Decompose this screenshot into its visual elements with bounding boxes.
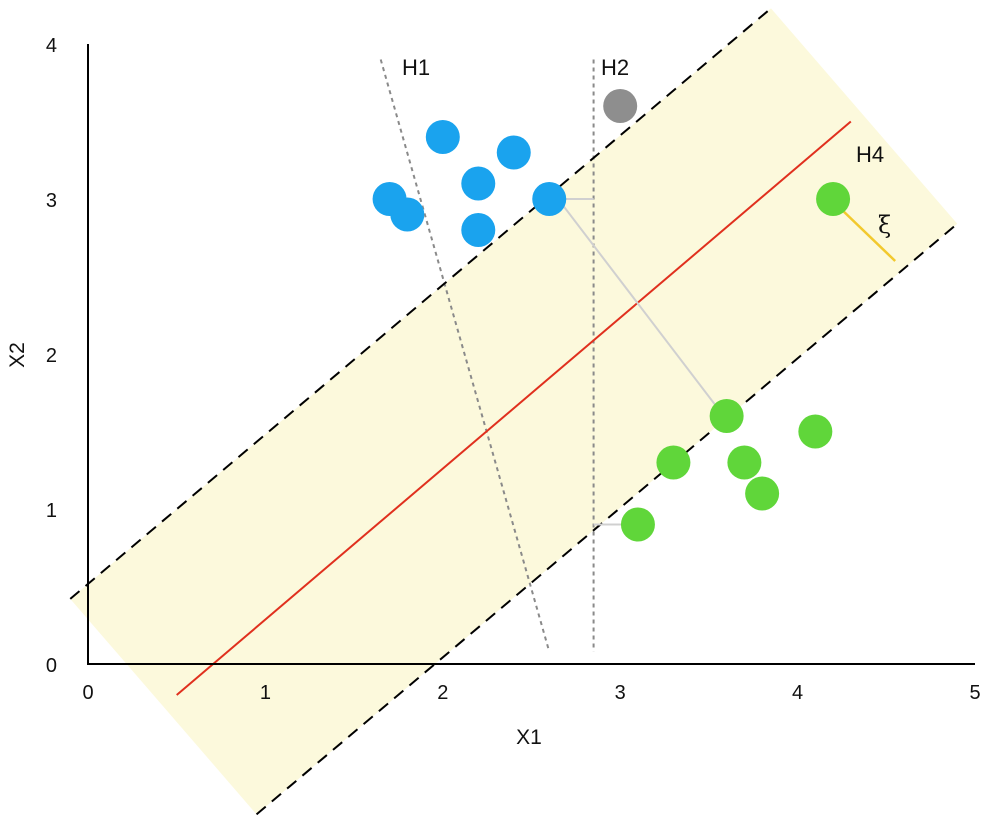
h1-line (379, 59, 551, 652)
point-b-4 (727, 445, 762, 480)
x-tick-label: 1 (260, 682, 271, 704)
x-tick-label: 3 (615, 682, 626, 704)
point-a-6 (461, 213, 496, 247)
point-b-3 (656, 445, 691, 480)
point-a-5 (532, 182, 567, 216)
y-tick-label: 0 (46, 655, 57, 677)
h4-line (176, 120, 852, 696)
point-b-6 (620, 507, 655, 542)
margin-lower-line (255, 223, 958, 816)
x-tick-label: 4 (792, 682, 803, 704)
slack-label: ξ (878, 211, 891, 239)
point-b-5 (745, 476, 780, 511)
y-tick-label: 4 (46, 35, 57, 57)
x-tick-label: 5 (969, 682, 980, 704)
slack-segment (841, 208, 897, 262)
y-axis-label: X2 (6, 342, 29, 368)
h4-label: H4 (856, 142, 884, 167)
point-a-4 (390, 197, 425, 232)
x-tick-label: 2 (437, 682, 448, 704)
point-b-2 (798, 414, 833, 449)
y-tick-label: 2 (46, 345, 57, 367)
h1-label: H1 (402, 55, 430, 80)
point-b-1 (709, 399, 744, 433)
h2-label: H2 (601, 55, 629, 80)
point-unlabeled-0 (603, 89, 638, 123)
y-tick-label: 3 (46, 190, 57, 212)
x-axis-label: X1 (516, 726, 542, 749)
point-a-2 (461, 166, 496, 201)
distance-guide-1 (557, 198, 719, 409)
x-tick-label: 0 (82, 682, 93, 704)
margin-band (70, 8, 958, 815)
point-b-0 (816, 182, 851, 216)
y-tick-label: 1 (46, 500, 57, 522)
point-a-0 (425, 120, 460, 154)
margin-upper-line (69, 7, 772, 600)
point-a-1 (496, 135, 531, 170)
